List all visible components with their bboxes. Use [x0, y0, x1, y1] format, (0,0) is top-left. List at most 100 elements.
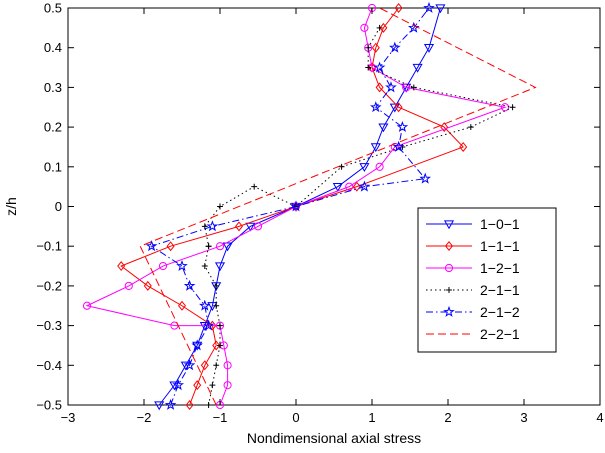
legend-box — [417, 207, 557, 353]
data-point — [370, 143, 381, 153]
x-tick-label: 4 — [596, 410, 603, 425]
data-point — [82, 301, 92, 310]
data-point — [164, 398, 177, 410]
data-point — [378, 123, 389, 133]
data-point — [199, 299, 211, 311]
data-point — [223, 381, 232, 390]
legend-label: 1−0−1 — [480, 216, 520, 232]
data-point — [222, 242, 233, 252]
data-point — [385, 81, 397, 93]
y-tick-label: 0.1 — [44, 159, 62, 174]
series-layer — [82, 1, 537, 411]
data-point — [211, 282, 222, 292]
y-tick-label: −0.2 — [36, 278, 62, 293]
series-line — [139, 7, 537, 406]
data-point — [467, 124, 474, 131]
data-point — [253, 222, 263, 231]
legend-marker — [443, 220, 455, 230]
data-point — [172, 379, 184, 391]
data-point — [205, 243, 212, 250]
legend-item: 2−2−1 — [426, 326, 520, 342]
legend-item: 1−0−1 — [426, 216, 520, 232]
data-point — [371, 42, 380, 53]
data-point — [183, 279, 196, 291]
data-point — [145, 240, 158, 252]
data-point — [217, 342, 223, 349]
series-4 — [145, 1, 435, 410]
data-point — [338, 163, 345, 170]
legend-marker — [444, 240, 454, 252]
x-tick-label: −1 — [213, 410, 228, 425]
data-point — [214, 262, 226, 272]
data-point — [158, 261, 168, 271]
data-point — [223, 361, 232, 370]
data-point — [345, 182, 354, 191]
data-point — [375, 162, 384, 171]
data-point — [201, 263, 208, 269]
data-point — [212, 340, 221, 351]
data-point — [358, 180, 371, 192]
data-point — [143, 280, 152, 291]
legend-item: 2−1−2 — [426, 304, 520, 320]
data-point — [176, 259, 188, 271]
data-point — [389, 41, 401, 53]
data-point — [332, 183, 343, 192]
data-point — [202, 319, 215, 331]
data-point — [394, 2, 403, 14]
x-axis-label: Nondimensional axial stress — [247, 430, 421, 446]
data-point — [509, 104, 516, 111]
legend-label: 2−2−1 — [480, 326, 520, 342]
legend-label: 2−1−1 — [480, 282, 520, 298]
data-point — [205, 402, 212, 408]
data-point — [185, 399, 194, 411]
x-tick-label: 3 — [520, 410, 527, 425]
y-axis-label: z/h — [3, 197, 19, 216]
data-point — [410, 84, 417, 91]
data-point — [396, 121, 409, 133]
data-point — [408, 21, 420, 33]
data-point — [245, 222, 256, 232]
data-point — [215, 242, 225, 251]
legend-label: 1−1−1 — [480, 238, 520, 254]
x-tick-label: 2 — [444, 410, 451, 425]
series-3 — [201, 24, 516, 408]
data-point — [213, 362, 220, 369]
data-point — [376, 24, 383, 31]
x-tick-label: −2 — [137, 410, 152, 425]
legend-item: 2−1−1 — [426, 282, 520, 298]
data-point — [389, 103, 400, 113]
legend-item: 1−1−1 — [426, 238, 520, 254]
data-point — [370, 101, 382, 113]
y-tick-label: 0.4 — [44, 40, 62, 55]
data-point — [124, 281, 133, 290]
data-point — [183, 359, 196, 371]
data-point — [177, 300, 187, 311]
data-point — [117, 261, 126, 272]
legend-marker — [444, 263, 454, 273]
data-point — [359, 163, 370, 173]
legend-label: 1−2−1 — [480, 260, 520, 276]
data-point — [365, 44, 372, 51]
legend-label: 2−1−2 — [480, 304, 520, 320]
y-tick-label: 0.5 — [44, 1, 62, 16]
x-tick-label: 0 — [292, 410, 299, 425]
data-point — [200, 360, 209, 371]
data-point — [209, 382, 216, 389]
data-point — [191, 339, 203, 351]
ticks-layer: −3 −2 −1 0 1 2 3 4 −0.5 −0.4 −0.3 −0.2 −0.1 0 0.1 0.2 0.… — [36, 1, 603, 426]
y-tick-label: −0.3 — [36, 318, 62, 333]
data-point — [379, 22, 388, 33]
data-point — [213, 282, 220, 289]
series-line — [204, 27, 515, 406]
data-point — [459, 141, 468, 152]
data-point — [423, 1, 435, 13]
data-point — [440, 122, 449, 133]
y-tick-label: 0.2 — [44, 120, 62, 135]
data-point — [500, 103, 510, 112]
data-point — [435, 4, 446, 14]
data-point — [360, 23, 369, 32]
data-point — [207, 302, 218, 311]
y-tick-label: 0.3 — [44, 80, 62, 95]
data-point — [352, 181, 361, 192]
